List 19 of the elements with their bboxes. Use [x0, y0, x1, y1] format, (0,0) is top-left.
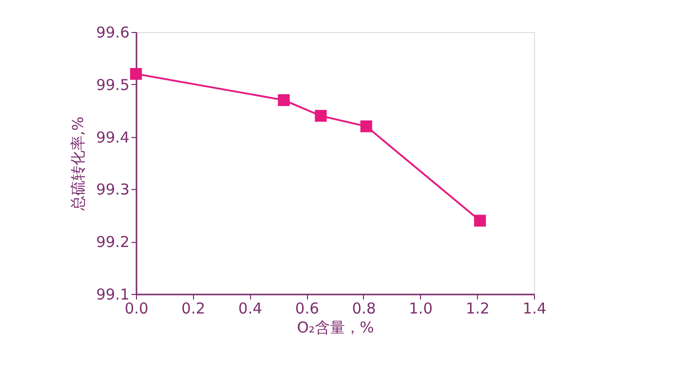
- x-tick-label: 0.4: [238, 300, 262, 318]
- x-tick-label: 0.6: [295, 300, 319, 318]
- point: [474, 214, 486, 227]
- x-tick-label: 0.2: [181, 300, 206, 318]
- point: [314, 110, 327, 122]
- x-tick-label: 1.2: [466, 300, 490, 318]
- y-tick-label: 99.2: [96, 233, 130, 252]
- x-tick-label: 0.8: [352, 300, 376, 318]
- y-axis-title: 总硫转化率,%: [69, 116, 88, 212]
- point: [130, 68, 142, 80]
- x-axis-title: O₂含量，%: [296, 318, 374, 336]
- point: [278, 94, 290, 106]
- y-tick-label: 99.3: [96, 180, 130, 199]
- x-tick-label: 1.0: [408, 300, 433, 318]
- y-tick-label: 99.5: [96, 76, 130, 94]
- point: [360, 120, 372, 132]
- x-tick-label: 1.4: [522, 300, 546, 318]
- y-tick-label: 99.4: [96, 128, 130, 146]
- y-tick-label: 99.6: [96, 24, 130, 42]
